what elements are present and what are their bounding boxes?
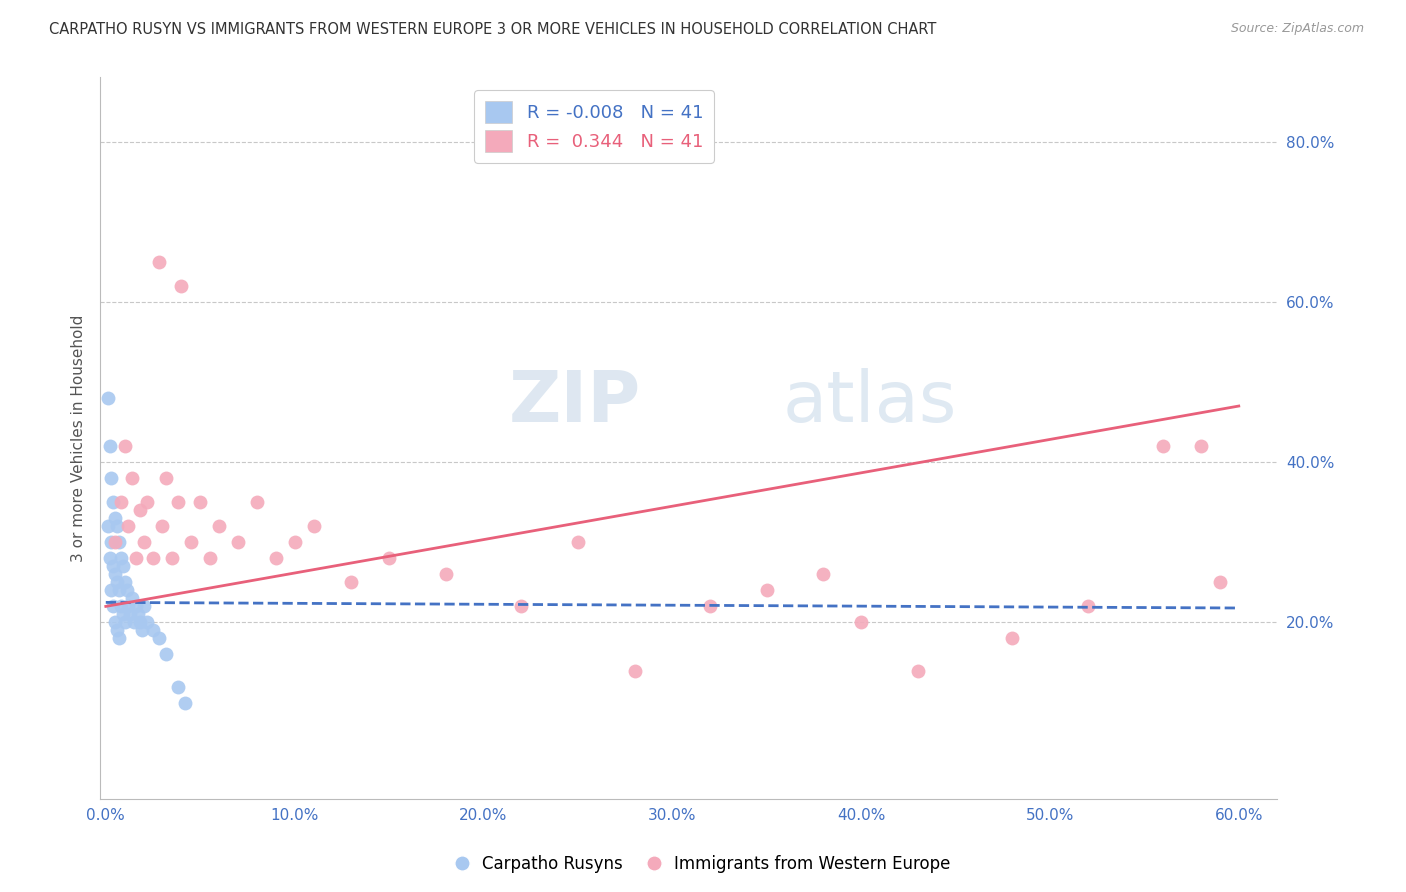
Point xyxy=(152,519,174,533)
Point xyxy=(155,648,177,662)
Point xyxy=(160,551,183,566)
Point xyxy=(302,519,325,533)
Point xyxy=(180,535,202,549)
Point xyxy=(136,495,159,509)
Point xyxy=(122,615,145,630)
Point xyxy=(174,696,197,710)
Point xyxy=(340,575,363,590)
Point xyxy=(166,495,188,509)
Point xyxy=(121,591,143,606)
Point xyxy=(104,615,127,630)
Point xyxy=(132,599,155,614)
Text: CARPATHO RUSYN VS IMMIGRANTS FROM WESTERN EUROPE 3 OR MORE VEHICLES IN HOUSEHOLD: CARPATHO RUSYN VS IMMIGRANTS FROM WESTER… xyxy=(49,22,936,37)
Point xyxy=(907,664,929,678)
Point xyxy=(120,607,142,622)
Point xyxy=(103,559,125,574)
Point xyxy=(284,535,307,549)
Point xyxy=(110,495,132,509)
Point xyxy=(111,559,134,574)
Point xyxy=(127,607,149,622)
Point xyxy=(100,471,122,485)
Point xyxy=(108,535,131,549)
Point xyxy=(813,567,835,582)
Point xyxy=(105,624,128,638)
Point xyxy=(166,680,188,694)
Point xyxy=(188,495,211,509)
Point xyxy=(208,519,231,533)
Point xyxy=(148,632,170,646)
Point xyxy=(1077,599,1099,614)
Point xyxy=(1001,632,1024,646)
Point xyxy=(114,439,136,453)
Point xyxy=(510,599,533,614)
Point xyxy=(115,583,138,598)
Point xyxy=(114,575,136,590)
Point xyxy=(1152,439,1174,453)
Point xyxy=(136,615,159,630)
Point xyxy=(108,632,131,646)
Point xyxy=(128,615,150,630)
Point xyxy=(132,535,155,549)
Point xyxy=(142,624,165,638)
Point xyxy=(105,575,128,590)
Point xyxy=(148,254,170,268)
Legend: R = -0.008   N = 41, R =  0.344   N = 41: R = -0.008 N = 41, R = 0.344 N = 41 xyxy=(474,90,714,163)
Point xyxy=(125,551,148,566)
Point xyxy=(264,551,287,566)
Point xyxy=(97,519,120,533)
Point xyxy=(97,391,120,405)
Point xyxy=(110,551,132,566)
Point xyxy=(198,551,221,566)
Point xyxy=(117,599,139,614)
Point xyxy=(103,599,125,614)
Point xyxy=(155,471,177,485)
Text: ZIP: ZIP xyxy=(509,368,641,436)
Point xyxy=(105,519,128,533)
Point xyxy=(110,599,132,614)
Point xyxy=(434,567,457,582)
Text: atlas: atlas xyxy=(783,368,957,436)
Legend: Carpatho Rusyns, Immigrants from Western Europe: Carpatho Rusyns, Immigrants from Western… xyxy=(449,848,957,880)
Point xyxy=(246,495,269,509)
Point xyxy=(121,471,143,485)
Point xyxy=(100,535,122,549)
Point xyxy=(849,615,872,630)
Point xyxy=(104,511,127,525)
Point xyxy=(114,615,136,630)
Text: Source: ZipAtlas.com: Source: ZipAtlas.com xyxy=(1230,22,1364,36)
Point xyxy=(117,519,139,533)
Point xyxy=(1209,575,1232,590)
Point xyxy=(623,664,645,678)
Y-axis label: 3 or more Vehicles in Household: 3 or more Vehicles in Household xyxy=(72,314,86,562)
Point xyxy=(111,607,134,622)
Point xyxy=(108,583,131,598)
Point xyxy=(755,583,778,598)
Point xyxy=(104,535,127,549)
Point xyxy=(125,599,148,614)
Point xyxy=(567,535,589,549)
Point xyxy=(103,495,125,509)
Point xyxy=(142,551,165,566)
Point xyxy=(131,624,153,638)
Point xyxy=(100,583,122,598)
Point xyxy=(1189,439,1212,453)
Point xyxy=(170,278,193,293)
Point xyxy=(128,503,150,517)
Point xyxy=(98,551,121,566)
Point xyxy=(226,535,249,549)
Point xyxy=(104,567,127,582)
Point xyxy=(98,439,121,453)
Point xyxy=(699,599,721,614)
Point xyxy=(378,551,401,566)
